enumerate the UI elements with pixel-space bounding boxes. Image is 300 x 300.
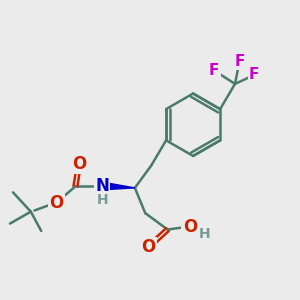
Text: F: F	[209, 63, 219, 78]
Text: O: O	[141, 238, 155, 256]
Text: N: N	[95, 177, 109, 195]
Text: O: O	[183, 218, 197, 236]
Text: F: F	[249, 68, 260, 82]
Text: O: O	[72, 155, 86, 173]
Polygon shape	[110, 183, 135, 189]
Text: O: O	[49, 194, 63, 212]
Text: H: H	[96, 193, 108, 207]
Text: H: H	[199, 227, 211, 241]
Text: F: F	[234, 54, 244, 69]
